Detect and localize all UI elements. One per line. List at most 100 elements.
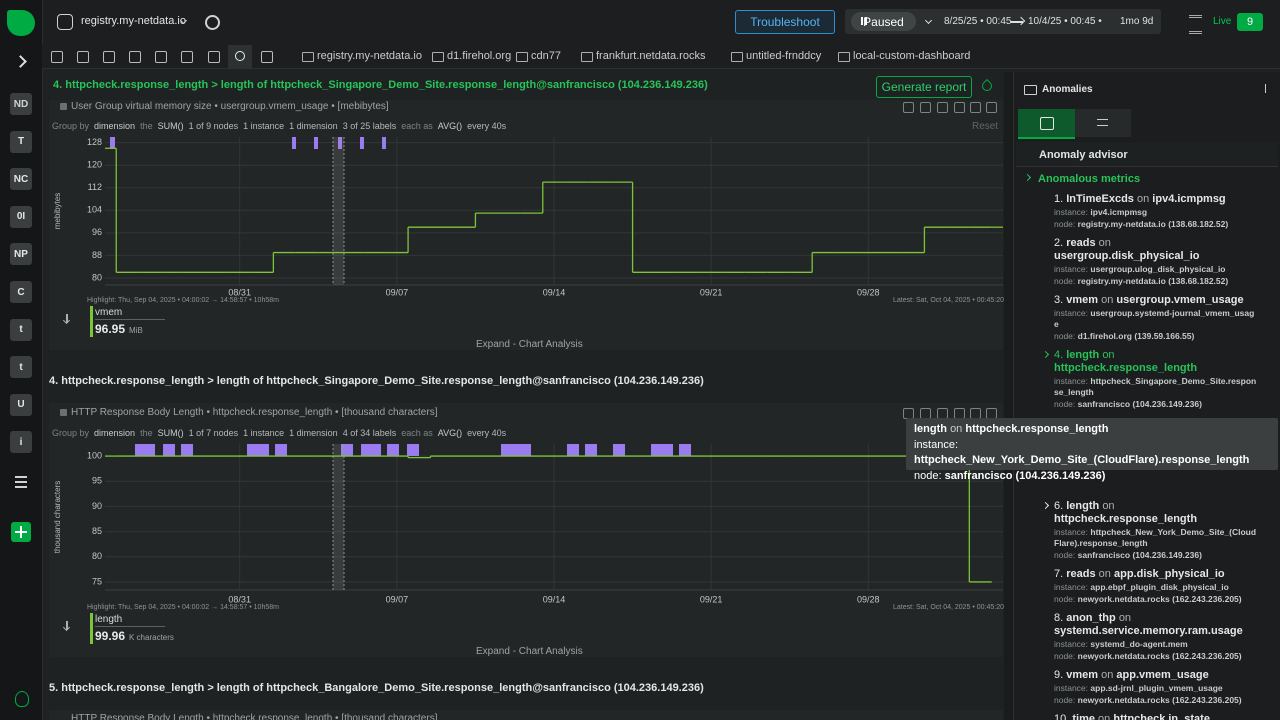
space-icon[interactable] <box>57 14 73 30</box>
filter-item[interactable]: 3 of 25 labels <box>342 121 397 131</box>
dashboard-tab[interactable]: untitled-frnddcy <box>746 50 822 62</box>
anomaly-item[interactable]: 4. length on httpcheck.response_length in… <box>1041 349 1259 410</box>
filter-item[interactable]: 1 of 7 nodes <box>188 428 239 438</box>
space-name[interactable]: registry.my-netdata.io <box>81 15 186 27</box>
troubleshoot-label: Troubleshoot <box>750 15 820 29</box>
dashboard-tab[interactable]: frankfurt.netdata.rocks <box>596 50 706 62</box>
space-button[interactable]: T <box>10 130 32 153</box>
tab-icon <box>731 52 743 62</box>
filter-item[interactable]: 1 dimension <box>289 121 338 131</box>
view-icon[interactable] <box>129 51 141 63</box>
paused-button[interactable]: Paused <box>851 12 916 31</box>
anomaly-item[interactable]: 3. vmem on usergroup.vmem_usage instance:… <box>1054 294 1259 342</box>
view-icon[interactable] <box>103 51 115 63</box>
space-button[interactable]: 0I <box>10 205 32 228</box>
space-button[interactable]: ND <box>10 93 32 115</box>
dashboard-tab[interactable]: local-custom-dashboard <box>853 50 971 62</box>
on-label: on <box>1098 713 1111 720</box>
node-value: sanfrancisco (104.236.149.236) <box>1077 399 1202 409</box>
metric-name: reads <box>1066 237 1096 249</box>
dashboard-tab[interactable]: registry.my-netdata.io <box>317 50 422 62</box>
anomaly-item[interactable]: 6. length on httpcheck.response_length in… <box>1041 500 1259 561</box>
filter-item[interactable]: 1 instance <box>243 121 285 131</box>
anomaly-item[interactable]: 8. anon_thp on systemd.service.memory.ra… <box>1054 612 1259 662</box>
space-button[interactable]: i <box>10 431 32 454</box>
chart-toolbar-icon[interactable] <box>920 102 931 113</box>
space-button[interactable]: NC <box>10 168 32 191</box>
space-label: 0I <box>16 211 26 223</box>
tooltip-instance-value: httpcheck_New_York_Demo_Site_(CloudFlare… <box>914 454 1250 466</box>
space-label: U <box>17 399 25 411</box>
instance-value: systemd_do-agent.mem <box>1090 639 1188 649</box>
filter-item[interactable]: 4 of 34 labels <box>342 428 397 438</box>
filter-item[interactable]: dimension <box>94 121 136 131</box>
space-button[interactable]: NP <box>10 243 32 266</box>
on-label: on <box>1118 612 1132 624</box>
node-label: node: <box>1054 219 1076 229</box>
legend-name[interactable]: vmem <box>95 307 123 318</box>
filter-item[interactable]: 1 dimension <box>289 428 338 438</box>
time-from[interactable]: 8/25/25 • 00:45 <box>944 16 1012 27</box>
filter-item[interactable]: AVG() <box>437 428 463 438</box>
help-icon <box>15 691 29 707</box>
filter-item[interactable]: every 40s <box>467 121 507 131</box>
view-icon[interactable] <box>51 51 63 63</box>
chart-toolbar-icon[interactable] <box>970 102 981 113</box>
chart-toolbar-icon[interactable] <box>903 102 914 113</box>
dashboard-tab[interactable]: cdn77 <box>531 50 561 62</box>
menu-line <box>15 476 27 478</box>
panel-tab[interactable] <box>1018 109 1075 139</box>
expand-chart-analysis[interactable]: Expand - Chart Analysis <box>476 646 583 657</box>
space-button[interactable]: C <box>10 281 32 303</box>
anomaly-item[interactable]: 7. reads on app.disk_physical_io instance… <box>1054 568 1259 605</box>
settings-icon[interactable] <box>205 15 220 30</box>
legend-underline <box>95 319 165 320</box>
filter-item[interactable]: 1 instance <box>243 428 285 438</box>
anomaly-item[interactable]: 1. InTimeExcds on ipv4.icmpmsg instance: … <box>1054 193 1259 230</box>
metrics-title[interactable]: Anomalous metrics <box>1038 173 1141 185</box>
tab-icon <box>516 52 528 62</box>
panel-tab[interactable] <box>1075 109 1131 137</box>
expand-chart-analysis[interactable]: Expand - Chart Analysis <box>476 339 583 350</box>
troubleshoot-button[interactable]: Troubleshoot <box>735 10 835 34</box>
filter-item[interactable]: dimension <box>94 428 136 438</box>
legend-value: 99.96 <box>95 629 126 643</box>
anomaly-item-instance: instance: usergroup.ulog_disk_physical_i… <box>1054 264 1259 275</box>
chart-toolbar-icon[interactable] <box>937 102 948 113</box>
space-button[interactable]: t <box>10 356 32 379</box>
view-icon[interactable] <box>155 51 167 63</box>
filter-item[interactable]: SUM() <box>157 428 184 438</box>
filter-item[interactable]: 1 of 9 nodes <box>188 121 239 131</box>
space-button[interactable]: U <box>10 393 32 416</box>
chart-toolbar-icon[interactable] <box>986 102 997 113</box>
live-label[interactable]: Live <box>1213 16 1232 27</box>
view-icon[interactable] <box>208 51 220 63</box>
anomaly-item-title: 3. vmem on usergroup.vmem_usage <box>1054 294 1259 307</box>
filter-item[interactable]: every 40s <box>467 428 507 438</box>
chart-toolbar-icon[interactable] <box>954 102 965 113</box>
filter-item[interactable]: SUM() <box>157 121 184 131</box>
generate-report-button[interactable]: Generate report <box>876 76 972 98</box>
view-icon[interactable] <box>181 51 193 63</box>
filter-item: Group by <box>52 428 90 438</box>
anomaly-item[interactable]: 9. vmem on app.vmem_usage instance: app.s… <box>1054 669 1259 706</box>
on-label: on <box>1101 669 1114 681</box>
anomaly-item[interactable]: 2. reads on usergroup.disk_physical_io in… <box>1054 237 1259 287</box>
view-icon[interactable] <box>261 51 273 63</box>
reset-button[interactable]: Reset <box>972 121 999 132</box>
view-icon[interactable] <box>77 51 89 63</box>
instance-value: ipv4.icmpmsg <box>1090 207 1148 217</box>
space-button[interactable]: t <box>10 318 32 341</box>
filter-item[interactable]: AVG() <box>437 121 463 131</box>
latest-info: Latest: Sat, Oct 04, 2025 • 00:45:20 <box>893 604 1005 611</box>
item-number: 9. <box>1054 669 1064 681</box>
space-label: NC <box>13 173 29 185</box>
active-view-icon[interactable] <box>235 51 245 61</box>
dashboard-tab[interactable]: d1.firehol.org <box>447 50 512 62</box>
item-number: 4. <box>1054 349 1064 361</box>
legend-name[interactable]: length <box>95 614 123 625</box>
time-to[interactable]: 10/4/25 • 00:45 • <box>1028 16 1102 27</box>
chart-icon <box>60 103 67 110</box>
anomaly-item[interactable]: 10. time on httpcheck.in_stateinstance: <box>1054 713 1259 720</box>
